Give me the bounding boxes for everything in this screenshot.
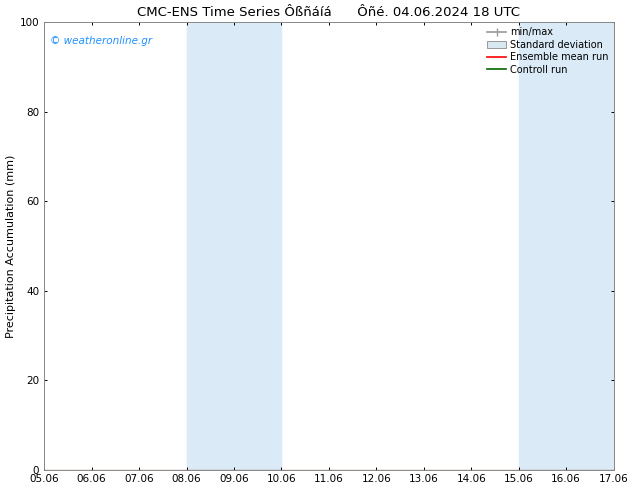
Text: © weatheronline.gr: © weatheronline.gr: [50, 36, 152, 46]
Y-axis label: Precipitation Accumulation (mm): Precipitation Accumulation (mm): [6, 154, 16, 338]
Bar: [519, 23, 614, 469]
Title: CMC-ENS Time Series Ôßñáíá      Ôñé. 04.06.2024 18 UTC: CMC-ENS Time Series Ôßñáíá Ôñé. 04.06.20…: [138, 5, 521, 19]
Legend: min/max, Standard deviation, Ensemble mean run, Controll run: min/max, Standard deviation, Ensemble me…: [485, 25, 611, 76]
Bar: [186, 23, 281, 469]
